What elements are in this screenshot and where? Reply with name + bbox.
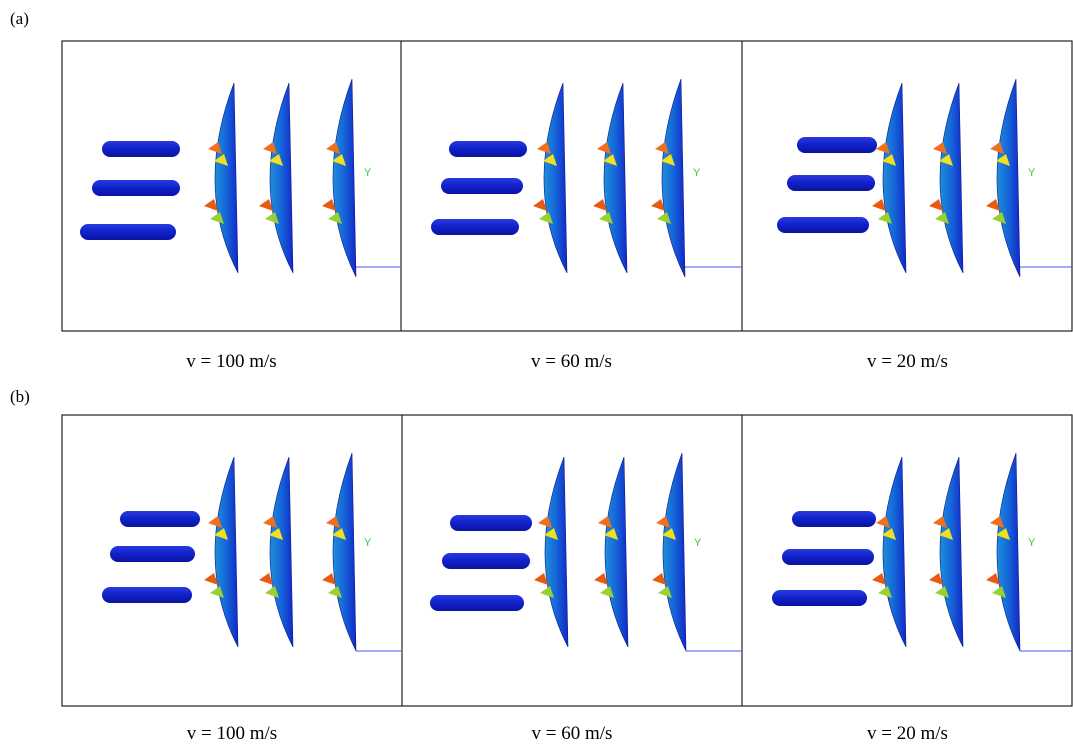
simulation-frame: Y — [80, 79, 400, 277]
simulation-frame: Y — [430, 453, 741, 651]
frame-caption: v = 100 m/s — [187, 723, 277, 744]
projectile — [430, 595, 524, 611]
axis-label: Y — [364, 537, 372, 549]
projectile — [792, 511, 876, 527]
simulation-frame: Y — [777, 79, 1072, 277]
target-plate — [215, 457, 238, 647]
target-plate — [997, 453, 1020, 651]
projectile — [782, 549, 874, 565]
frame-caption: v = 60 m/s — [532, 723, 613, 744]
simulation-frame: Y — [772, 453, 1072, 651]
projectile — [449, 141, 527, 157]
projectile — [102, 587, 192, 603]
target-plate — [270, 83, 293, 273]
target-plate — [940, 457, 963, 647]
figure: (a) Yv = 100 m/s Yv = 60 m/s Yv = 20 m/s (b)… — [0, 0, 1073, 746]
frame-caption: v = 20 m/s — [867, 351, 948, 372]
projectile — [797, 137, 877, 153]
target-plate — [545, 457, 568, 647]
target-plate — [604, 83, 627, 273]
target-plate — [940, 83, 963, 273]
axis-label: Y — [694, 537, 702, 549]
projectile — [102, 141, 180, 157]
target-plate — [605, 457, 628, 647]
frame-caption: v = 60 m/s — [531, 351, 612, 372]
target-plate — [215, 83, 238, 273]
panel-label: (a) — [10, 9, 29, 28]
simulation-frame: Y — [102, 453, 401, 651]
projectile — [110, 546, 195, 562]
projectile — [431, 219, 519, 235]
axis-label: Y — [693, 167, 701, 179]
simulation-frame: Y — [431, 79, 741, 277]
projectile — [450, 515, 532, 531]
panel-frame — [62, 41, 1072, 331]
target-plate — [662, 79, 685, 277]
projectile — [787, 175, 875, 191]
projectile — [441, 178, 523, 194]
projectile — [120, 511, 200, 527]
frame-caption: v = 20 m/s — [867, 723, 948, 744]
panel-frame — [62, 415, 1072, 706]
target-plate — [663, 453, 686, 651]
target-plate — [333, 453, 356, 651]
target-plate — [997, 79, 1020, 277]
axis-label: Y — [364, 167, 372, 179]
axis-label: Y — [1028, 537, 1036, 549]
target-plate — [883, 83, 906, 273]
frame-caption: v = 100 m/s — [186, 351, 276, 372]
projectile — [442, 553, 530, 569]
projectile — [777, 217, 869, 233]
target-plate — [883, 457, 906, 647]
target-plate — [333, 79, 356, 277]
projectile — [772, 590, 867, 606]
target-plate — [544, 83, 567, 273]
projectile — [80, 224, 176, 240]
axis-label: Y — [1028, 167, 1036, 179]
target-plate — [270, 457, 293, 647]
projectile — [92, 180, 180, 196]
panel-label: (b) — [10, 387, 30, 406]
